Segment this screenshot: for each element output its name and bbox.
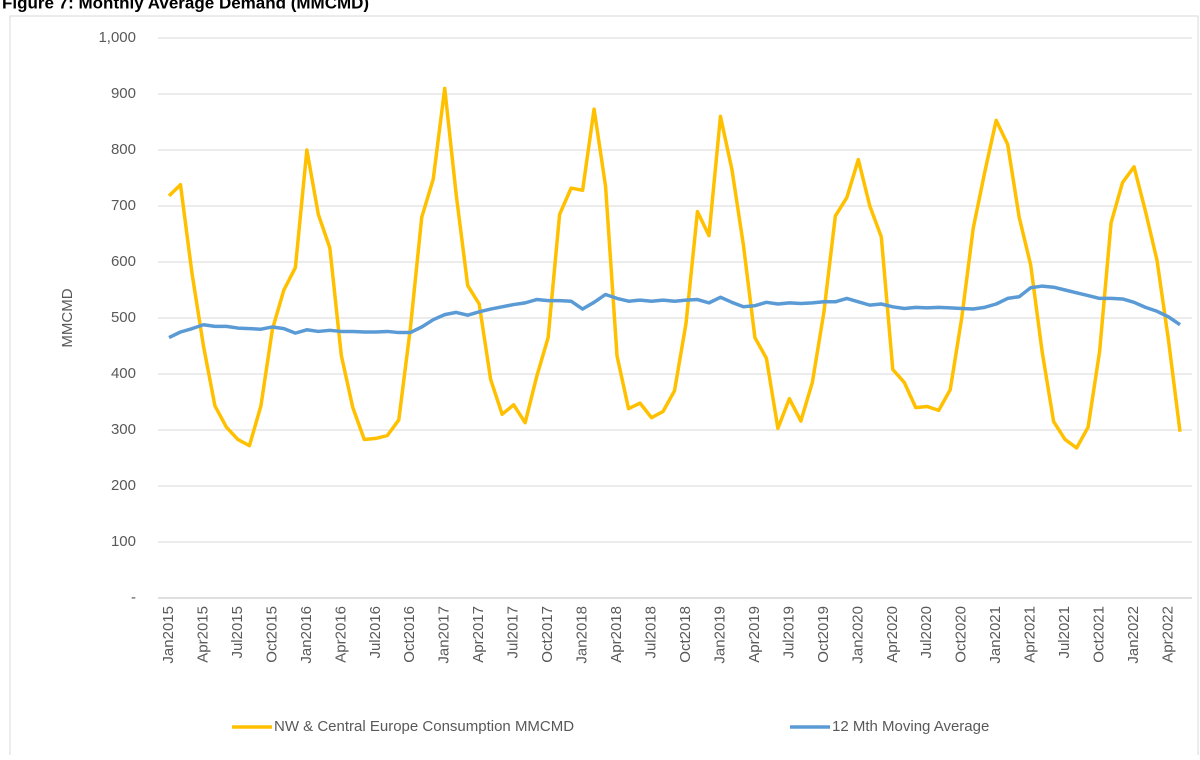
x-tick-label: Jul2016 [367, 606, 384, 659]
x-tick-label: Jul2019 [780, 606, 797, 659]
x-tick-label: Apr2018 [608, 606, 625, 663]
x-tick-label: Oct2020 [953, 606, 970, 663]
x-tick-label: Oct2019 [815, 606, 832, 663]
x-tick-label: Jul2017 [505, 606, 522, 659]
x-tick-label: Apr2017 [470, 606, 487, 663]
x-tick-label: Oct2016 [401, 606, 418, 663]
x-tick-label: Jul2020 [918, 606, 935, 659]
x-tick-label: Jul2018 [642, 606, 659, 659]
y-axis-label: MMCMD [59, 288, 76, 347]
y-tick-label: 200 [111, 477, 136, 494]
y-tick-label: 1,000 [98, 29, 136, 46]
y-tick-label: - [131, 589, 136, 606]
x-tick-label: Jan2015 [160, 606, 177, 664]
x-tick-label: Apr2021 [1022, 606, 1039, 663]
x-tick-label: Oct2017 [539, 606, 556, 663]
x-tick-label: Jan2017 [436, 606, 453, 664]
x-tick-label: Apr2022 [1159, 606, 1176, 663]
x-tick-label: Apr2019 [746, 606, 763, 663]
x-tick-label: Apr2020 [884, 606, 901, 663]
series-line [168, 284, 1181, 340]
x-tick-label: Apr2016 [332, 606, 349, 663]
y-tick-label: 100 [111, 533, 136, 550]
legend-label: NW & Central Europe Consumption MMCMD [274, 718, 574, 735]
y-tick-label: 300 [111, 421, 136, 438]
chart-title: Figure 7: Monthly Average Demand (MMCMD) [2, 0, 369, 12]
series-line [167, 86, 1182, 450]
y-tick-label: 800 [111, 141, 136, 158]
y-tick-label: 600 [111, 253, 136, 270]
x-tick-label: Jul2015 [229, 606, 246, 659]
y-tick-label: 500 [111, 309, 136, 326]
y-tick-label: 700 [111, 197, 136, 214]
legend-label: 12 Mth Moving Average [832, 718, 989, 735]
chart-border [9, 15, 1199, 760]
x-tick-label: Jan2022 [1125, 606, 1142, 664]
x-tick-label: Oct2021 [1091, 606, 1108, 663]
y-tick-label: 400 [111, 365, 136, 382]
x-tick-label: Oct2018 [677, 606, 694, 663]
x-tick-label: Jan2021 [987, 606, 1004, 664]
y-tick-label: 900 [111, 85, 136, 102]
x-tick-label: Apr2015 [194, 606, 211, 663]
x-tick-label: Jan2019 [711, 606, 728, 664]
x-tick-label: Jan2018 [574, 606, 591, 664]
x-tick-label: Jan2020 [849, 606, 866, 664]
x-tick-label: Jul2021 [1056, 606, 1073, 659]
x-tick-label: Oct2015 [263, 606, 280, 663]
x-tick-label: Jan2016 [298, 606, 315, 664]
